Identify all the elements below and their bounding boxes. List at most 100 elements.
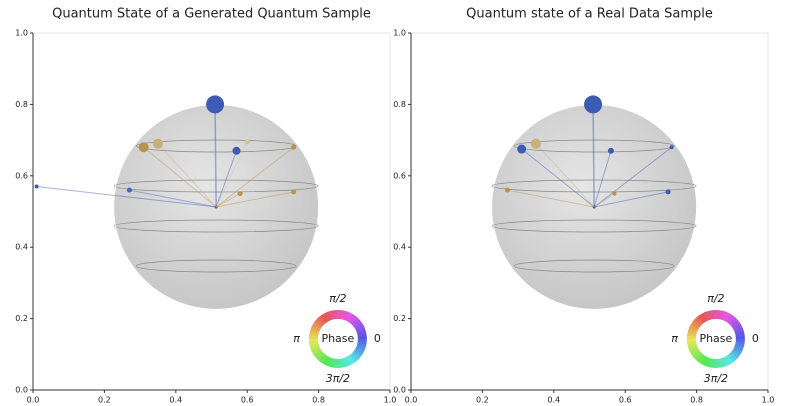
- phase-bottom: 3π/2: [326, 372, 350, 385]
- state-point: [612, 191, 617, 196]
- latitude-ring: [113, 179, 319, 193]
- phase-wheel-segment: [698, 313, 706, 323]
- south-node: [214, 205, 218, 209]
- phase-wheel-segment: [706, 310, 712, 320]
- chart-title: Quantum State of a Generated Quantum Sam…: [52, 7, 371, 22]
- phase-wheel-segment: [732, 348, 742, 356]
- phase-wheel-segment: [354, 348, 364, 356]
- phase-wheel-segment: [717, 358, 723, 368]
- phase-left: π: [293, 332, 300, 345]
- phase-wheel-segment: [356, 344, 366, 351]
- phase-wheel-segment: [342, 357, 348, 368]
- spoke: [594, 191, 669, 208]
- phase-wheel-segment: [701, 356, 708, 366]
- phase-wheel-segment: [720, 357, 726, 368]
- phase-wheel-segment: [312, 348, 322, 357]
- spoke: [507, 189, 595, 208]
- y-tick-label: 0.2: [393, 314, 406, 323]
- south-node: [592, 205, 596, 209]
- phase-wheel-segment: [709, 310, 714, 320]
- phase-wheel-segment: [310, 327, 320, 333]
- phase-wheel-segment: [328, 310, 334, 320]
- x-tick-label: 0.6: [619, 396, 632, 405]
- spoke: [593, 150, 612, 208]
- panel: Quantum State of a Generated Quantum Sam…: [15, 7, 396, 405]
- phase-wheel-segment: [729, 352, 738, 361]
- x-tick-label: 0.8: [312, 396, 325, 405]
- phase-wheel-segment: [341, 310, 347, 320]
- phase-wheel-segment: [733, 324, 743, 331]
- phase-wheel-segment: [356, 329, 367, 335]
- state-point: [517, 144, 527, 154]
- latitude-ring: [491, 219, 697, 233]
- phase-wheel-segment: [355, 324, 365, 331]
- phase-wheel-segment: [692, 319, 702, 328]
- state-point: [669, 145, 674, 150]
- phase-wheel-segment: [325, 311, 332, 321]
- state-point: [530, 138, 541, 149]
- phase-wheel-segment: [345, 312, 353, 322]
- phase-bottom: 3π/2: [704, 372, 728, 385]
- phase-wheel-segment: [734, 329, 745, 335]
- y-tick-label: 1.0: [393, 29, 406, 38]
- y-tick-label: 0.6: [15, 171, 28, 180]
- state-point: [504, 187, 510, 193]
- phase-wheel-segment: [735, 340, 745, 345]
- phase-wheel-segment: [727, 315, 736, 325]
- spoke: [215, 150, 237, 208]
- phase-right: 0: [374, 332, 381, 345]
- phase-wheel-segment: [687, 343, 697, 349]
- phase-wheel-segment: [314, 319, 324, 328]
- phase-wheel-segment: [328, 357, 334, 368]
- state-point: [584, 95, 603, 114]
- latitude-ring: [113, 219, 319, 233]
- phase-wheel-segment: [308, 335, 318, 340]
- phase-wheel-segment: [724, 356, 731, 366]
- y-tick-label: 0.0: [15, 386, 28, 395]
- spoke: [36, 186, 217, 208]
- state-point: [665, 189, 671, 195]
- phase-wheel-segment: [311, 324, 321, 331]
- phase-wheel-segment: [721, 311, 728, 321]
- phase-wheel-segment: [357, 340, 367, 345]
- phase-wheel-segment: [314, 350, 324, 359]
- phase-wheel-segment: [339, 358, 345, 368]
- phase-wheel-segment: [351, 352, 360, 361]
- phase-wheel-segment: [703, 311, 710, 321]
- phase-wheel-segment: [734, 326, 744, 333]
- state-point: [244, 139, 250, 145]
- phase-wheel-segment: [318, 315, 327, 325]
- phase-wheel-segment: [357, 332, 367, 337]
- phase-wheel-segment: [694, 317, 703, 326]
- phase-label: Phase: [321, 332, 354, 345]
- state-point: [126, 187, 132, 193]
- phase-wheel-segment: [323, 312, 330, 322]
- phase-wheel-segment: [719, 310, 725, 320]
- phase-right: 0: [752, 332, 759, 345]
- y-tick-label: 0.4: [15, 243, 28, 252]
- phase-wheel-segment: [347, 355, 356, 365]
- phase-top: π/2: [707, 292, 724, 305]
- phase-wheel-segment: [356, 326, 366, 333]
- state-point: [138, 142, 149, 153]
- phase-wheel-segment: [349, 353, 358, 363]
- state-point: [237, 191, 243, 197]
- phase-wheel-segment: [352, 350, 362, 359]
- phase-wheel-segment: [687, 329, 697, 335]
- phase-wheel-segment: [692, 350, 702, 359]
- phase-wheel-segment: [331, 358, 336, 368]
- phase-wheel-segment: [357, 338, 367, 342]
- phase-wheel-segment: [320, 313, 328, 323]
- state-point: [34, 184, 39, 189]
- x-tick-label: 0.8: [690, 396, 703, 405]
- spoke: [129, 189, 217, 208]
- x-tick-label: 0.2: [476, 396, 489, 405]
- spoke: [215, 146, 294, 208]
- y-tick-label: 1.0: [15, 29, 28, 38]
- phase-wheel-segment: [344, 357, 350, 367]
- y-tick-label: 0.8: [393, 100, 406, 109]
- phase-wheel-segment: [729, 317, 738, 326]
- phase-left: π: [671, 332, 678, 345]
- latitude-ring: [513, 259, 675, 273]
